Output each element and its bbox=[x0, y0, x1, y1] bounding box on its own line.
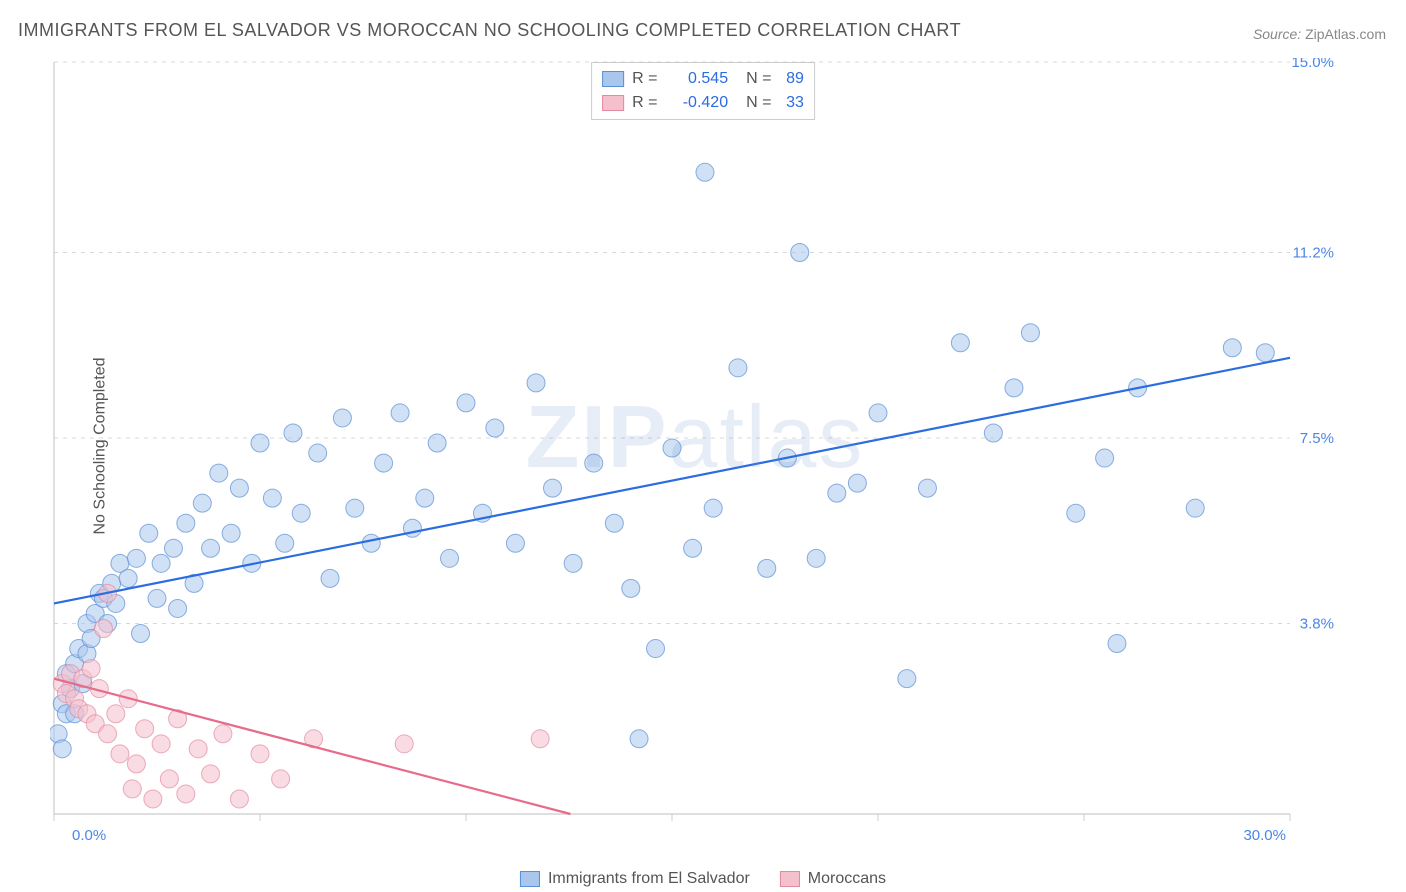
chart-area: 3.8%7.5%11.2%15.0%0.0%30.0% ZIPatlas bbox=[50, 58, 1340, 848]
correlation-legend-row: R = 0.545 N = 89 bbox=[602, 67, 804, 91]
series-legend-item: Immigrants from El Salvador bbox=[520, 870, 750, 888]
source-value: ZipAtlas.com bbox=[1305, 26, 1386, 42]
legend-swatch bbox=[520, 871, 540, 887]
r-value: -0.420 bbox=[668, 94, 728, 112]
correlation-legend: R = 0.545 N = 89 R = -0.420 N = 33 bbox=[591, 62, 815, 120]
svg-text:15.0%: 15.0% bbox=[1291, 58, 1334, 71]
svg-text:11.2%: 11.2% bbox=[1293, 245, 1334, 262]
series-label: Immigrants from El Salvador bbox=[548, 870, 750, 888]
svg-text:30.0%: 30.0% bbox=[1243, 827, 1286, 844]
n-value: 89 bbox=[786, 70, 804, 88]
n-label: N = bbox=[746, 94, 778, 112]
r-value: 0.545 bbox=[668, 70, 728, 88]
n-label: N = bbox=[746, 70, 778, 88]
svg-text:0.0%: 0.0% bbox=[72, 827, 106, 844]
r-label: R = bbox=[632, 94, 660, 112]
chart-title: IMMIGRANTS FROM EL SALVADOR VS MOROCCAN … bbox=[18, 20, 961, 41]
legend-swatch bbox=[780, 871, 800, 887]
series-legend-item: Moroccans bbox=[780, 870, 886, 888]
svg-text:3.8%: 3.8% bbox=[1300, 615, 1334, 632]
series-label: Moroccans bbox=[808, 870, 886, 888]
scatter-chart: 3.8% 7.5% 11.2% 15.0% 0.0% 30.0% bbox=[50, 58, 1340, 848]
r-label: R = bbox=[632, 70, 660, 88]
svg-text:7.5%: 7.5% bbox=[1300, 430, 1334, 447]
legend-swatch bbox=[602, 95, 624, 111]
legend-swatch bbox=[602, 71, 624, 87]
correlation-legend-row: R = -0.420 N = 33 bbox=[602, 91, 804, 115]
series-legend: Immigrants from El Salvador Moroccans bbox=[520, 870, 886, 888]
n-value: 33 bbox=[786, 94, 804, 112]
source-attribution: Source: ZipAtlas.com bbox=[1253, 26, 1386, 42]
source-label: Source: bbox=[1253, 26, 1301, 42]
